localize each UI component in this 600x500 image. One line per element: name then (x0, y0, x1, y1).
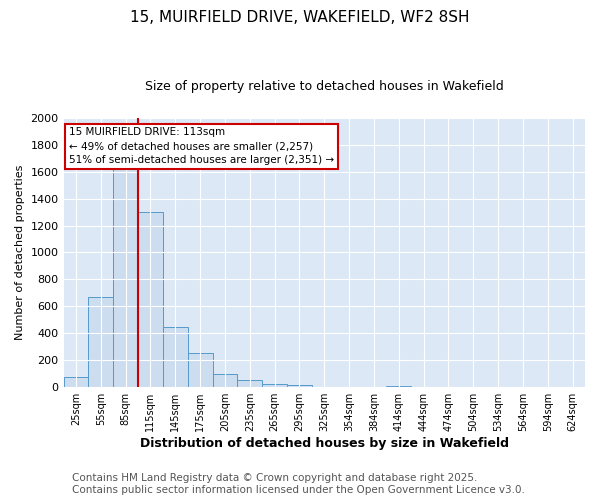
Y-axis label: Number of detached properties: Number of detached properties (15, 165, 25, 340)
Bar (312, 386, 337, 387)
Title: Size of property relative to detached houses in Wakefield: Size of property relative to detached ho… (145, 80, 503, 93)
Bar (386, 386, 411, 387)
X-axis label: Distribution of detached houses by size in Wakefield: Distribution of detached houses by size … (140, 437, 509, 450)
Bar (238, 380, 262, 387)
Text: 15, MUIRFIELD DRIVE, WAKEFIELD, WF2 8SH: 15, MUIRFIELD DRIVE, WAKEFIELD, WF2 8SH (130, 10, 470, 25)
Bar (287, 385, 312, 387)
Bar (88, 297, 113, 387)
Text: Contains HM Land Registry data © Crown copyright and database right 2025.
Contai: Contains HM Land Registry data © Crown c… (72, 474, 525, 495)
Bar (113, 158, 138, 387)
Bar (188, 353, 212, 387)
Bar (163, 326, 188, 387)
Bar (64, 377, 88, 387)
Bar (262, 384, 287, 387)
Text: 15 MUIRFIELD DRIVE: 113sqm
← 49% of detached houses are smaller (2,257)
51% of s: 15 MUIRFIELD DRIVE: 113sqm ← 49% of deta… (69, 127, 334, 165)
Bar (212, 374, 238, 387)
Bar (138, 212, 163, 387)
